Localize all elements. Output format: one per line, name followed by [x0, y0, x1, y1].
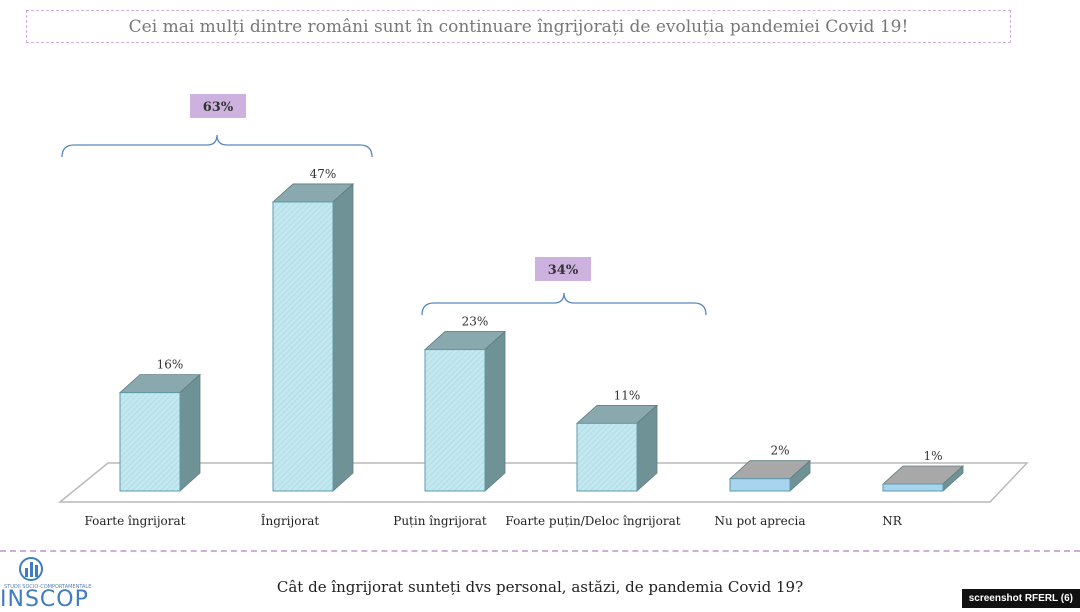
bar-face	[729, 478, 791, 492]
value-label: 1%	[923, 449, 942, 463]
bar-face	[882, 483, 944, 492]
value-label: 11%	[614, 388, 641, 402]
bar	[881, 465, 965, 492]
category-label: Foarte îngrijorat	[84, 514, 185, 528]
group-total-label: 34%	[548, 263, 579, 278]
logo-icon	[19, 557, 43, 581]
group-total-label: 63%	[203, 100, 234, 115]
group-bracket: 34%	[421, 257, 707, 316]
survey-question: Cât de îngrijorat sunteți dvs personal, …	[276, 578, 804, 596]
bar-side	[332, 183, 354, 492]
bar-side	[484, 330, 506, 492]
group-bracket: 63%	[61, 94, 373, 158]
value-label: 47%	[310, 167, 337, 181]
value-label: 23%	[462, 315, 489, 329]
bar	[271, 183, 355, 492]
logo-tagline: STUDII SOCIO-COMPORTAMENTALE	[4, 584, 92, 590]
bar-face	[119, 392, 181, 492]
bar-face	[576, 422, 638, 492]
floor-plane	[57, 462, 1029, 503]
bar	[575, 404, 659, 492]
bar-side	[179, 373, 201, 492]
group-badge	[535, 257, 591, 281]
bar	[728, 459, 812, 492]
value-label: 16%	[157, 358, 184, 372]
category-label: Îngrijorat	[261, 513, 320, 528]
category-label: NR	[882, 514, 903, 528]
category-label: Foarte puțin/Deloc îngrijorat	[505, 514, 680, 528]
bar-chart: 63% 34% 16% Foarte îngrijorat 47% Îngrijorat…	[57, 94, 1029, 528]
bar-face	[424, 349, 486, 492]
chart-title: Cei mai mulți dintre români sunt în cont…	[26, 10, 1011, 43]
bar	[118, 373, 202, 492]
screenshot-credit: screenshot RFERL (6)	[961, 589, 1080, 608]
category-label: Nu pot aprecia	[715, 514, 806, 528]
footer-divider	[0, 550, 1080, 552]
bar-face	[272, 201, 334, 492]
value-label: 2%	[770, 444, 789, 458]
group-badge	[190, 94, 246, 118]
bar	[423, 330, 507, 492]
category-label: Puțin îngrijorat	[393, 514, 487, 528]
